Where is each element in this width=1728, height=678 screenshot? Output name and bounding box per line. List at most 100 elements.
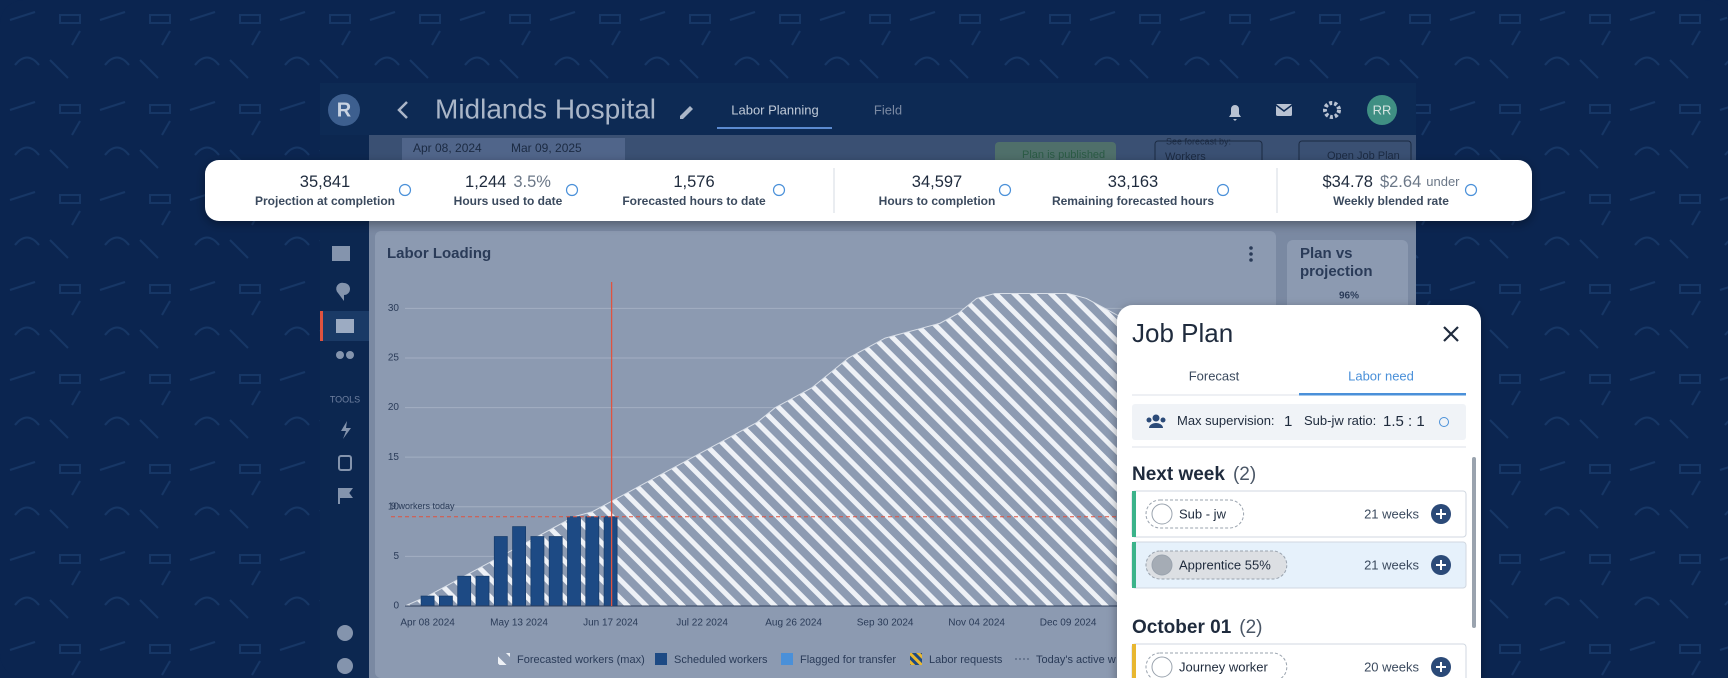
tab[interactable]: Field <box>874 102 902 117</box>
info-row <box>1132 404 1466 440</box>
group-title: Next week <box>1132 464 1225 485</box>
close-button[interactable] <box>1443 326 1459 342</box>
sidebar-icon[interactable] <box>336 282 350 301</box>
scheduled-bar <box>530 536 545 607</box>
ratio-label: Sub-jw ratio: <box>1304 413 1376 428</box>
scheduled-bar <box>475 575 490 607</box>
back-button[interactable] <box>397 101 408 119</box>
sidebar <box>320 135 369 678</box>
duration: 20 weeks <box>1364 659 1419 674</box>
settings-icon[interactable] <box>1323 101 1341 119</box>
info-icon[interactable] <box>565 183 579 197</box>
date-range[interactable] <box>402 138 625 163</box>
x-tick-label: Apr 08 2024 <box>400 618 455 629</box>
kpi-secondary: $2.64 <box>1380 173 1421 191</box>
legend-label: Today's active w <box>1036 654 1116 666</box>
y-tick-label: 15 <box>388 452 400 463</box>
info-icon[interactable] <box>1464 183 1478 197</box>
sidebar-icon[interactable] <box>341 421 351 439</box>
worker-chip <box>1145 652 1288 678</box>
legend-label: Forecasted workers (max) <box>517 654 645 666</box>
group-count: (2) <box>1239 617 1262 638</box>
scheduled-bar <box>493 536 508 607</box>
kpi-main: 1,244 <box>465 173 506 191</box>
button-label: Open Job Plan <box>1327 150 1400 162</box>
supervision-label: Max supervision: <box>1177 413 1275 428</box>
legend-swatch <box>655 653 667 665</box>
scrollbar[interactable] <box>1472 457 1476 628</box>
worker-name: Journey worker <box>1179 659 1269 674</box>
project-title: Midlands Hospital <box>435 93 656 124</box>
chart-title: Labor Loading <box>387 245 491 262</box>
sidebar-icon[interactable] <box>336 319 354 333</box>
logo[interactable] <box>328 94 360 126</box>
end-date: Mar 09, 2025 <box>511 141 582 155</box>
group-heading: October 01 (2) <box>1132 617 1263 638</box>
info-icon[interactable] <box>398 183 412 197</box>
add-icon <box>1436 560 1446 570</box>
y-tick-label: 0 <box>393 601 399 612</box>
supervision-value: 1 <box>1284 413 1292 430</box>
mail-icon[interactable] <box>1276 104 1292 116</box>
group-title: October 01 <box>1132 617 1232 638</box>
x-tick-label: Nov 04 2024 <box>948 618 1005 629</box>
account-icon[interactable] <box>337 658 353 674</box>
kpi-list: 35,841 Projection at completion 1,244 3.5% H… <box>255 173 1478 208</box>
x-tick-label: May 13 2024 <box>490 618 548 629</box>
labor-need-groups: Next week (2) Sub - jw 21 weeks Apprentice 5… <box>1131 464 1467 678</box>
chip-icon <box>1151 656 1173 678</box>
mail-flap <box>1275 104 1293 112</box>
annotation: 9 workers today <box>391 501 455 511</box>
worker-chip <box>1145 499 1245 529</box>
group-heading: Next week (2) <box>1132 464 1256 485</box>
kpi-value: $34.78 $2.64 under <box>1322 173 1460 191</box>
sidebar-icon[interactable] <box>338 455 352 471</box>
info-icon[interactable] <box>1216 183 1230 197</box>
info-icon[interactable] <box>772 183 786 197</box>
sidebar-icon[interactable] <box>338 488 353 504</box>
chart-menu[interactable] <box>1249 246 1253 262</box>
start-date: Apr 08, 2024 <box>413 141 482 155</box>
add-icon <box>1436 662 1446 672</box>
scheduled-bar <box>603 516 618 607</box>
scheduled-bar <box>420 595 435 607</box>
x-tick-label: Aug 26 2024 <box>765 618 822 629</box>
tab-underline <box>1299 393 1466 396</box>
scheduled-bar <box>457 575 472 607</box>
avatar-initials: RR <box>1373 102 1392 117</box>
sidebar-icon[interactable] <box>332 246 350 261</box>
select-label: See forecast by: <box>1166 136 1231 146</box>
y-tick-label: 10 <box>388 501 400 512</box>
kpi-label: Projection at completion <box>255 194 395 208</box>
kpi-main: $34.78 <box>1322 173 1372 191</box>
kpi-value: 1,244 3.5% <box>465 173 551 191</box>
kpi-value: 34,597 <box>912 173 962 191</box>
kpi-main: 34,597 <box>912 173 962 191</box>
edit-icon[interactable] <box>680 106 693 119</box>
info-icon[interactable] <box>1439 417 1449 427</box>
help-icon[interactable] <box>337 625 353 641</box>
kpi-label: Remaining forecasted hours <box>1052 194 1214 208</box>
status: Plan is published <box>1022 149 1105 161</box>
kpi-value: 35,841 <box>300 173 350 191</box>
y-tick-label: 25 <box>388 353 400 364</box>
bell-icon[interactable] <box>1229 105 1241 121</box>
legend-swatch <box>781 653 793 665</box>
info-icon[interactable] <box>998 183 1012 197</box>
chip-icon <box>1151 503 1173 525</box>
legend-swatch <box>910 653 922 665</box>
x-tick-label: Jun 17 2024 <box>583 618 638 629</box>
panel-title: projection <box>1300 263 1373 280</box>
kpi-label: Weekly blended rate <box>1333 194 1449 208</box>
tab[interactable]: Forecast <box>1189 368 1240 383</box>
kpi-value: 33,163 <box>1108 173 1158 191</box>
x-tick-label: Sep 30 2024 <box>857 618 914 629</box>
tab[interactable]: Labor need <box>1348 368 1414 383</box>
y-tick-label: 20 <box>388 402 400 413</box>
tab[interactable]: Labor Planning <box>731 102 818 117</box>
kpi-note: under <box>1426 174 1460 189</box>
sidebar-icon[interactable] <box>336 351 344 359</box>
avatar[interactable] <box>1367 95 1397 125</box>
chip-icon <box>1151 554 1173 576</box>
worker-name: Apprentice 55% <box>1179 557 1271 572</box>
